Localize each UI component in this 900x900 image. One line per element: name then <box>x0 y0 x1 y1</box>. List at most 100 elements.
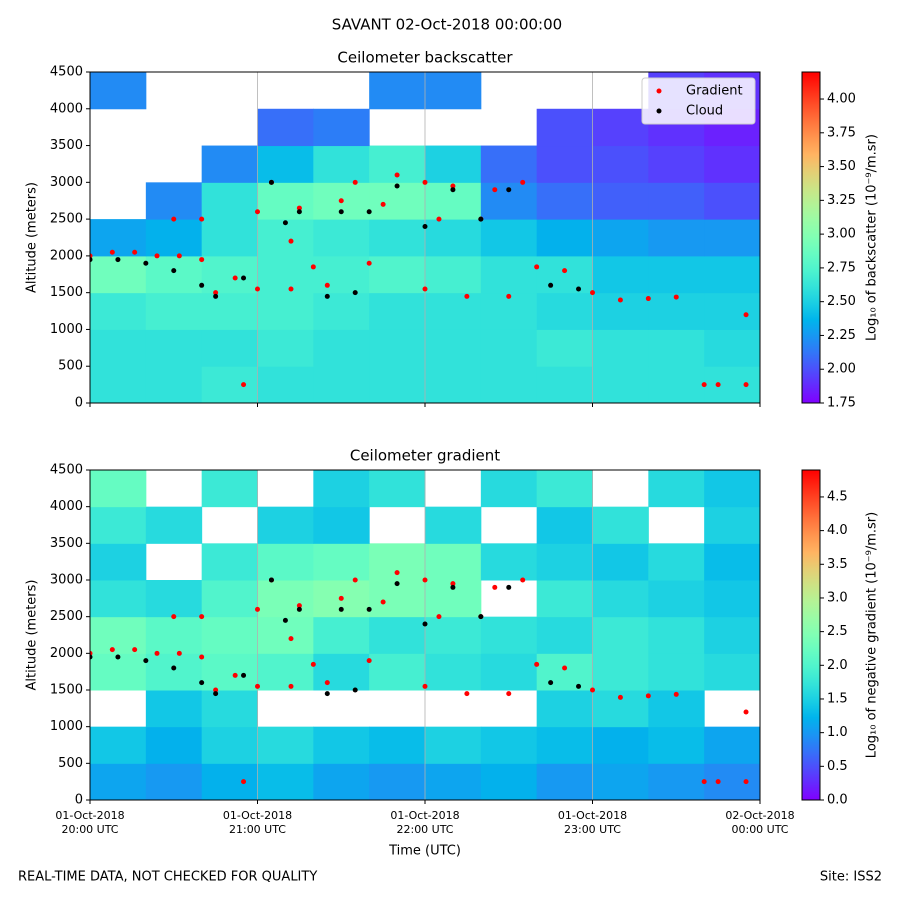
heatmap-cell <box>145 329 203 367</box>
heatmap-cell <box>90 292 147 330</box>
heatmap-cell <box>257 653 314 691</box>
scatter-point <box>109 647 115 653</box>
heatmap-cell <box>90 470 147 508</box>
scatter-point <box>422 286 428 292</box>
colorbar-tick-label: 2.25 <box>827 328 856 343</box>
scatter-point <box>520 179 526 185</box>
heatmap-cell <box>313 108 370 147</box>
heatmap-cell <box>313 726 370 764</box>
scatter-point <box>338 198 344 204</box>
heatmap-cell <box>480 292 538 330</box>
scatter-point <box>213 290 219 296</box>
heatmap-cell <box>369 470 426 508</box>
heatmap-cell <box>145 580 203 618</box>
scatter-point <box>534 661 540 667</box>
heatmap-cell <box>704 653 760 691</box>
heatmap-cell <box>90 580 147 618</box>
scatter-point <box>213 293 219 299</box>
scatter-point <box>450 183 456 189</box>
heatmap-cell <box>257 145 314 183</box>
scatter-point <box>506 293 512 299</box>
heatmap-cell <box>90 543 147 581</box>
colorbar-tick-label: 0.5 <box>827 759 848 774</box>
scatter-point <box>115 257 121 263</box>
scatter-point <box>422 577 428 583</box>
y-tick-label: 4000 <box>50 101 83 116</box>
scatter-point <box>296 205 302 211</box>
scatter-point <box>255 606 260 612</box>
heatmap-cell <box>536 182 593 220</box>
heatmap-cell <box>425 726 482 764</box>
colorbar-tick-label: 0.0 <box>827 793 848 808</box>
colorbar-tick-label: 2.75 <box>827 260 856 275</box>
heatmap-cell <box>536 219 593 257</box>
scatter-point <box>394 172 400 178</box>
scatter-point <box>241 779 247 785</box>
scatter-point <box>715 382 721 388</box>
colorbar-tick-label: 2.00 <box>827 362 856 377</box>
y-tick-label: 500 <box>58 359 83 374</box>
heatmap-cell <box>704 763 760 800</box>
scatter-point <box>576 286 582 292</box>
heatmap-cell <box>257 255 314 294</box>
y-tick-label: 1500 <box>50 285 83 300</box>
figure-title: SAVANT 02-Oct-2018 00:00:00 <box>332 16 562 34</box>
heatmap-cell <box>369 219 426 257</box>
y-tick-label: 4500 <box>50 463 83 478</box>
scatter-point <box>743 312 749 318</box>
scatter-point <box>132 647 138 653</box>
scatter-point <box>324 691 330 697</box>
scatter-point <box>232 672 238 678</box>
heatmap-cell <box>536 616 593 654</box>
x-tick-label: 02-Oct-2018 00:00 UTC <box>725 809 794 836</box>
heatmap-cell <box>201 543 258 581</box>
x-tick-label: 01-Oct-2018 23:00 UTC <box>558 809 627 836</box>
chart-title: Ceilometer gradient <box>350 447 500 465</box>
heatmap-cell <box>90 255 147 294</box>
scatter-point <box>590 290 595 296</box>
heatmap-cell <box>425 506 482 544</box>
scatter-point <box>520 577 526 583</box>
heatmap-cell <box>592 182 649 220</box>
scatter-point <box>422 683 428 689</box>
y-tick-label: 3500 <box>50 138 83 153</box>
x-tick-label: 01-Oct-2018 20:00 UTC <box>55 809 124 836</box>
scatter-point <box>436 216 442 222</box>
scatter-point <box>743 779 749 785</box>
heatmap-cell <box>536 690 593 728</box>
heatmap-cell <box>648 763 705 800</box>
scatter-point <box>213 691 219 697</box>
plot-area <box>90 72 760 403</box>
heatmap-cell <box>648 580 705 618</box>
scatter-point <box>255 209 260 215</box>
scatter-point <box>506 584 512 590</box>
heatmap-cell <box>592 108 649 147</box>
heatmap-cell <box>425 763 482 800</box>
heatmap-cell <box>425 366 482 403</box>
footer-site: Site: ISS2 <box>820 870 882 885</box>
scatter-point <box>394 570 400 576</box>
x-axis-label: Time (UTC) <box>388 844 461 859</box>
scatter-point <box>90 257 93 263</box>
heatmap-cell <box>704 506 760 544</box>
scatter-point <box>310 264 316 270</box>
legend-label: Gradient <box>686 84 743 99</box>
heatmap-cell <box>201 292 258 330</box>
heatmap-cell <box>145 653 203 691</box>
heatmap-cell <box>145 255 203 294</box>
heatmap-cell <box>145 763 203 800</box>
heatmap-cell <box>313 543 370 581</box>
heatmap-cell <box>257 763 314 800</box>
legend-marker <box>656 88 662 94</box>
y-tick-label: 2500 <box>50 212 83 227</box>
heatmap-cell <box>704 366 760 403</box>
heatmap-cell <box>201 690 258 728</box>
heatmap-cell <box>90 726 147 764</box>
heatmap-cell <box>369 72 426 110</box>
colorbar-tick-label: 3.00 <box>827 227 856 242</box>
y-tick-label: 0 <box>75 396 83 411</box>
heatmap-cell <box>425 292 482 330</box>
scatter-point <box>617 297 623 303</box>
colorbar-tick-label: 4.0 <box>827 523 848 538</box>
